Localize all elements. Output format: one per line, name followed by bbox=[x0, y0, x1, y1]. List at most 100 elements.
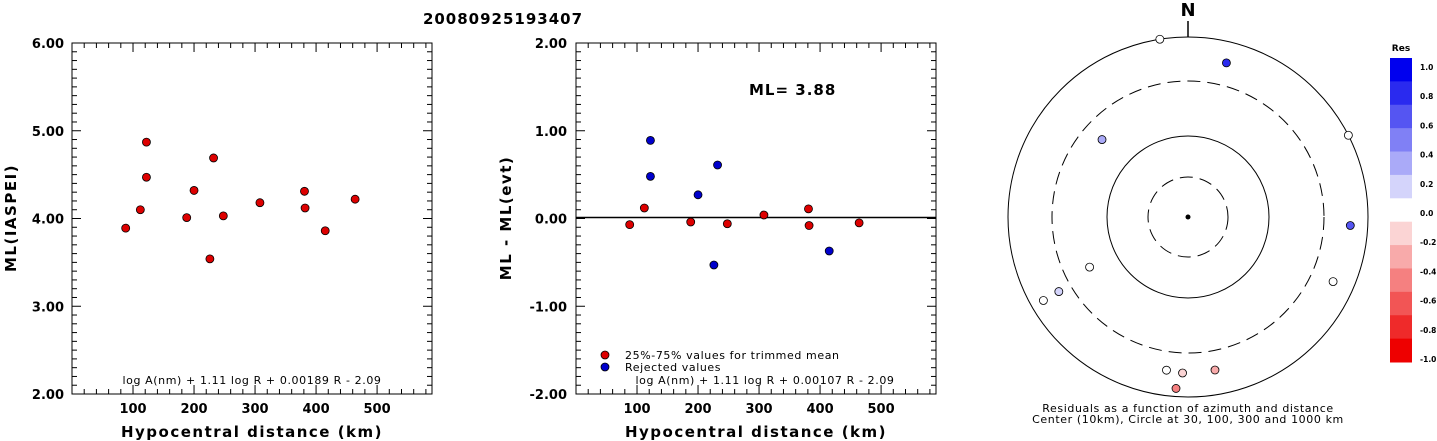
station-markers bbox=[1039, 34, 1355, 393]
colorbar-cell bbox=[1390, 315, 1412, 340]
ml-annotation: ML= 3.88 bbox=[749, 81, 836, 99]
x-tick-label: 500 bbox=[364, 402, 391, 417]
colorbar-cell bbox=[1390, 151, 1412, 176]
x-tick-label: 400 bbox=[806, 402, 833, 417]
ring-300km bbox=[1051, 80, 1325, 354]
y-axis-label: ML - ML(evt) bbox=[497, 156, 515, 280]
y-tick-labels: -2.00 -1.00 0.00 1.00 2.00 bbox=[530, 37, 567, 403]
colorbar-title: Res bbox=[1392, 44, 1410, 54]
data-point bbox=[320, 226, 330, 236]
data-point bbox=[625, 220, 635, 230]
colorbar-tick-label: 0.6 bbox=[1420, 121, 1433, 130]
colorbar-cell bbox=[1390, 104, 1412, 129]
legend-label-rejected: Rejected values bbox=[625, 361, 721, 374]
data-point bbox=[189, 186, 199, 195]
y-tick-label: 2.00 bbox=[32, 388, 64, 403]
legend-marker-rejected bbox=[600, 362, 610, 372]
distance-rings bbox=[1007, 36, 1369, 398]
x-tick-label: 200 bbox=[180, 402, 207, 417]
residual-vs-distance-panel: 100 200 300 400 500 -2.00 -1.00 0.00 1.0… bbox=[497, 37, 937, 441]
data-points bbox=[625, 136, 864, 270]
data-point bbox=[182, 213, 192, 223]
station-marker bbox=[1085, 262, 1095, 272]
epicenter-marker bbox=[1185, 214, 1191, 220]
polar-caption-line2: Center (10km), Circle at 30, 100, 300 an… bbox=[1032, 413, 1344, 426]
data-point bbox=[300, 203, 310, 213]
station-marker bbox=[1097, 135, 1107, 144]
data-point bbox=[218, 211, 228, 221]
x-axis-label: Hypocentral distance (km) bbox=[121, 423, 383, 441]
x-tick-labels: 100 200 300 400 500 bbox=[623, 402, 894, 417]
y-tick-label: -2.00 bbox=[530, 388, 567, 403]
data-point bbox=[686, 217, 696, 227]
colorbar-tick-label: 0.8 bbox=[1420, 92, 1433, 101]
x-tick-label: 400 bbox=[302, 402, 329, 417]
data-point bbox=[142, 137, 151, 147]
ring-100km bbox=[1106, 135, 1270, 299]
residual-colorbar: Res 1.0 0.8 0.6 0.4 0.2 0.0 -0.2 -0.4 -0… bbox=[1390, 44, 1436, 364]
x-tick-label: 100 bbox=[119, 402, 146, 417]
station-marker bbox=[1328, 277, 1338, 286]
legend-marker-trimmed bbox=[600, 350, 610, 360]
data-point bbox=[300, 186, 309, 196]
data-point bbox=[639, 203, 649, 213]
colorbar-tick-label: -1.0 bbox=[1420, 355, 1436, 364]
data-point bbox=[722, 219, 732, 229]
ring-30km bbox=[1147, 176, 1229, 258]
station-marker bbox=[1162, 365, 1171, 375]
formula-text: log A(nm) + 1.11 log R + 0.00107 R - 2.0… bbox=[635, 374, 894, 387]
colorbar-tick-label: 0.4 bbox=[1420, 151, 1433, 160]
data-point bbox=[209, 153, 218, 163]
station-marker bbox=[1039, 296, 1048, 305]
plot-frame bbox=[71, 42, 433, 395]
station-marker bbox=[1054, 287, 1064, 296]
legend-label-trimmed: 25%-75% values for trimmed mean bbox=[625, 349, 840, 362]
data-point bbox=[142, 172, 151, 182]
rejected-data-point bbox=[646, 171, 655, 181]
data-point bbox=[854, 218, 864, 228]
data-point bbox=[255, 198, 265, 208]
formula-text: log A(nm) + 1.11 log R + 0.00189 R - 2.0… bbox=[122, 374, 381, 387]
figure-title: 20080925193407 bbox=[423, 10, 583, 28]
station-marker bbox=[1345, 221, 1355, 230]
rejected-data-point bbox=[824, 246, 834, 256]
legend: 25%-75% values for trimmed mean Rejected… bbox=[600, 349, 840, 374]
data-point bbox=[135, 205, 145, 215]
colorbar-tick-label: -0.2 bbox=[1420, 238, 1436, 247]
y-tick-label: 4.00 bbox=[32, 213, 64, 228]
data-point bbox=[804, 204, 813, 214]
data-point bbox=[205, 254, 215, 264]
colorbar-tick-label: 0.0 bbox=[1420, 209, 1433, 218]
station-marker bbox=[1343, 130, 1353, 140]
y-tick-label: 3.00 bbox=[32, 300, 64, 315]
data-point bbox=[759, 210, 769, 220]
colorbar-cell bbox=[1390, 268, 1412, 293]
x-tick-label: 100 bbox=[623, 402, 650, 417]
colorbar-cell bbox=[1390, 174, 1412, 199]
colorbar-cell bbox=[1390, 81, 1412, 106]
y-tick-label: -1.00 bbox=[530, 300, 567, 315]
magnitude-vs-distance-panel: 100 200 300 400 500 2.00 3.00 4.00 5.00 … bbox=[2, 37, 433, 441]
colorbar-cell bbox=[1390, 245, 1412, 269]
y-tick-label: 6.00 bbox=[32, 37, 64, 52]
y-tick-label: 0.00 bbox=[535, 213, 567, 228]
colorbar-tick-label: 1.0 bbox=[1420, 63, 1433, 72]
colorbar-cell bbox=[1390, 338, 1412, 363]
station-marker bbox=[1155, 34, 1165, 44]
station-marker bbox=[1178, 368, 1187, 378]
y-tick-label: 5.00 bbox=[32, 125, 64, 140]
colorbar-tick-label: 0.2 bbox=[1420, 180, 1433, 189]
data-point bbox=[350, 194, 360, 204]
station-marker bbox=[1210, 365, 1220, 375]
x-tick-label: 300 bbox=[745, 402, 772, 417]
azimuth-residual-panel: N Residuals as a function of azimuth and… bbox=[1007, 0, 1369, 426]
rejected-data-point bbox=[646, 136, 655, 145]
data-point bbox=[121, 223, 131, 233]
colorbar-cells bbox=[1390, 58, 1412, 363]
y-tick-labels: 2.00 3.00 4.00 5.00 6.00 bbox=[32, 37, 64, 403]
y-tick-label: 2.00 bbox=[535, 37, 567, 52]
north-label: N bbox=[1180, 0, 1195, 21]
station-marker bbox=[1222, 58, 1231, 68]
colorbar-cell bbox=[1390, 128, 1412, 153]
